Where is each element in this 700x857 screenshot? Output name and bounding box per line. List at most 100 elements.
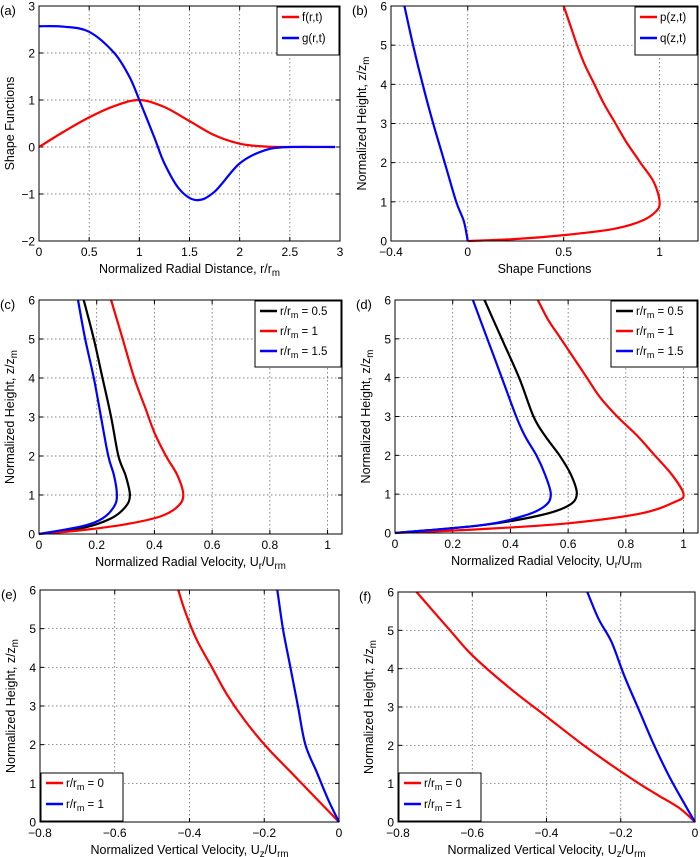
y-axis-label-subscript: m [365,350,376,358]
y-tick-label: 5 [384,332,391,346]
legend-label-subscript: m [435,803,442,813]
x-axis-label: Normalized Radial Velocity, Ur/Urm [451,554,642,571]
legend-label-segment: r/r [66,799,77,811]
x-tick-label: 1.5 [181,245,198,259]
series-line-0 [38,98,336,149]
x-axis-label: Normalized Radial Distance, r/rm [99,262,280,279]
legend-label-subscript: m [647,350,654,360]
y-axis-label-subscript: m [10,639,21,647]
y-tick-label: 3 [28,0,35,14]
y-tick-label: 0 [28,528,35,542]
x-axis-label-subscript: z [617,849,622,857]
panel-label: (e) [1,587,17,602]
y-tick-label: 2 [28,47,35,61]
x-tick-label: 0 [392,537,399,551]
x-tick-label: −0.4 [178,826,202,840]
y-tick-label: 0 [384,527,391,541]
x-tick-label: 1 [680,537,687,551]
legend-box [634,6,698,56]
y-axis-label: Normalized Height, z/zm [4,639,21,773]
panel-label: (f) [359,589,371,604]
legend-label: r/rm = 1 [424,799,462,813]
legend-label-subscript: m [647,330,654,340]
legend-label-segment: p(z,t) [660,12,686,24]
y-axis-label-segment: Normalized Height, z/z [362,648,376,774]
legend: r/rm = 0.5r/rm = 1r/rm = 1.5 [254,300,342,368]
series-line-1 [403,5,469,242]
x-axis-label-segment: Normalized Vertical Velocity, U [447,843,616,857]
y-tick-label: 4 [29,661,36,675]
axes-frame [38,5,341,242]
legend-label-segment: r/r [636,346,647,358]
legend-label-segment: = 0.5 [654,306,683,318]
legend-label-segment: = 1.5 [298,346,327,358]
axes-frame [39,589,340,823]
legend-label-subscript: m [291,350,298,360]
x-tick-label: 0.4 [502,537,519,551]
y-tick-label: 0 [28,141,35,155]
legend-label-segment: = 1 [84,799,104,811]
x-axis-label-segment: Normalized Radial Velocity, U [451,554,615,568]
x-tick-label: 1 [136,245,143,259]
legend-label: r/rm = 0 [424,778,462,792]
legend-label: r/rm = 1.5 [280,346,327,360]
y-tick-label: 2 [384,449,391,463]
legend-label-segment: = 1.5 [654,346,683,358]
x-tick-label: 0.6 [560,537,577,551]
legend-label-segment: = 0.5 [298,306,327,318]
series-line-1 [394,299,685,535]
y-tick-label: 4 [28,372,35,386]
legend-label: f(r,t) [302,12,323,24]
axes-frame [394,299,699,534]
axes-frame [390,5,699,242]
y-tick-label: 1 [29,777,36,791]
legend-label-subscript: m [291,330,298,340]
legend-label-segment: = 0 [442,778,462,790]
y-axis-label-subscript: m [361,57,372,65]
legend-label: r/rm = 0.5 [636,306,683,320]
legend: p(z,t) q(z,t) [634,6,698,56]
y-tick-label: 1 [28,94,35,108]
legend-label-segment: r/r [280,326,291,338]
legend-label-segment: r/r [424,799,435,811]
x-tick-label: 0.8 [262,538,279,552]
x-tick-label: 2.5 [281,245,298,259]
panel-label: (b) [352,3,368,18]
y-tick-label: 6 [380,0,387,14]
legend-label-segment: r/r [424,778,435,790]
y-tick-label: 5 [380,39,387,53]
x-axis-label-subscript: r [259,561,263,572]
y-axis-label: Normalized Height, z/zm [355,57,372,191]
y-tick-label: 4 [380,78,387,92]
legend-label-subscript: m [77,803,84,813]
x-axis-label-subscript: rm [631,560,642,571]
series-line-0 [415,591,696,823]
legend-label-segment: r/r [636,306,647,318]
legend: r/rm = 0.5r/rm = 1r/rm = 1.5 [610,300,698,368]
y-tick-label: 5 [29,622,36,636]
legend-box [276,6,340,56]
y-axis-label-subscript: m [368,640,379,648]
x-axis-label: Normalized Vertical Velocity, Uz/Urm [90,843,288,857]
legend-label-segment: = 1 [654,326,674,338]
legend-label-subscript: m [291,310,298,320]
y-tick-label: 2 [29,738,36,752]
legend-label: r/rm = 0 [66,778,104,792]
y-axis-label-segment: Normalized Height, z/z [355,65,369,191]
legend-label-segment: = 1 [442,799,462,811]
y-tick-label: 3 [28,411,35,425]
legend-label: g(r,t) [302,33,326,45]
y-tick-label: 6 [387,586,394,600]
y-axis-label-segment: Normalized Height, z/z [359,358,373,484]
y-tick-label: 2 [380,156,387,170]
series-line-0 [394,299,578,535]
legend-label-segment: = 0 [84,778,104,790]
x-tick-label: 1 [656,245,663,259]
x-tick-label: −0.2 [252,826,276,840]
y-tick-label: 0 [380,235,387,249]
x-axis-label-segment: Normalized Radial Velocity, U [95,555,259,569]
y-tick-label: −2 [21,235,35,249]
y-axis-label-segment: Normalized Height, z/z [3,358,17,484]
